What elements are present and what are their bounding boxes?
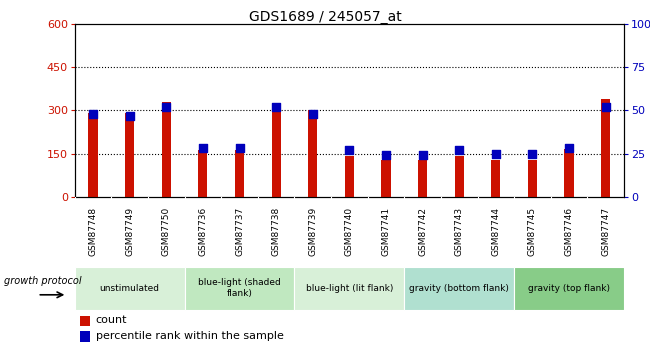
Point	[454, 147, 464, 153]
Point	[88, 111, 98, 117]
Bar	[382, 160, 391, 197]
Bar	[198, 150, 207, 197]
Bar	[344, 156, 354, 197]
Point	[344, 147, 355, 153]
Point	[234, 146, 244, 151]
Text: blue-light (shaded
flank): blue-light (shaded flank)	[198, 278, 281, 298]
Point	[564, 146, 575, 151]
Bar	[601, 99, 610, 197]
Text: GSM87747: GSM87747	[601, 207, 610, 256]
Text: GSM87749: GSM87749	[125, 207, 134, 256]
Point	[88, 111, 98, 117]
Text: gravity (top flank): gravity (top flank)	[528, 284, 610, 293]
Point	[491, 151, 501, 156]
Bar	[235, 150, 244, 197]
Bar	[528, 160, 537, 197]
Bar	[80, 316, 90, 326]
Text: GSM87740: GSM87740	[345, 207, 354, 256]
Bar	[272, 104, 281, 197]
Text: GSM87746: GSM87746	[565, 207, 573, 256]
Bar	[125, 113, 135, 197]
Bar	[80, 331, 90, 342]
Point	[601, 104, 611, 110]
Bar	[185, 267, 294, 309]
Text: GSM87744: GSM87744	[491, 207, 500, 256]
Point	[307, 111, 318, 117]
Text: GSM87738: GSM87738	[272, 207, 281, 256]
Bar	[88, 113, 98, 197]
Bar	[491, 160, 500, 197]
Point	[601, 104, 611, 110]
Point	[564, 146, 575, 151]
Bar	[514, 267, 624, 309]
Text: unstimulated: unstimulated	[99, 284, 160, 293]
Point	[417, 152, 428, 158]
Bar	[162, 102, 171, 197]
Point	[344, 147, 355, 153]
Text: gravity (bottom flank): gravity (bottom flank)	[410, 284, 509, 293]
Point	[161, 104, 172, 110]
Text: GSM87736: GSM87736	[198, 207, 207, 256]
Point	[271, 104, 281, 110]
Point	[198, 146, 208, 151]
Text: GSM87748: GSM87748	[88, 207, 98, 256]
Point	[527, 151, 538, 156]
Bar	[75, 267, 185, 309]
Point	[161, 104, 172, 110]
Point	[198, 146, 208, 151]
Point	[271, 104, 281, 110]
Text: percentile rank within the sample: percentile rank within the sample	[96, 331, 283, 341]
Point	[381, 152, 391, 158]
Point	[125, 113, 135, 118]
Text: GSM87737: GSM87737	[235, 207, 244, 256]
Text: GSM87745: GSM87745	[528, 207, 537, 256]
Point	[307, 111, 318, 117]
Point	[527, 151, 538, 156]
Point	[454, 147, 464, 153]
Bar	[294, 267, 404, 309]
Text: blue-light (lit flank): blue-light (lit flank)	[306, 284, 393, 293]
Text: GSM87742: GSM87742	[418, 207, 427, 256]
Text: count: count	[96, 315, 127, 325]
Bar	[564, 149, 574, 197]
Point	[381, 152, 391, 158]
Text: GSM87743: GSM87743	[455, 207, 463, 256]
Point	[234, 146, 244, 151]
Point	[417, 152, 428, 158]
Bar	[454, 156, 464, 197]
Text: GSM87739: GSM87739	[308, 207, 317, 256]
Bar	[418, 160, 427, 197]
Bar	[308, 110, 317, 197]
Point	[491, 151, 501, 156]
Text: growth protocol: growth protocol	[4, 276, 81, 286]
Text: GSM87741: GSM87741	[382, 207, 391, 256]
Bar	[404, 267, 514, 309]
Text: GDS1689 / 245057_at: GDS1689 / 245057_at	[248, 10, 402, 24]
Text: GSM87750: GSM87750	[162, 207, 171, 256]
Point	[125, 113, 135, 118]
